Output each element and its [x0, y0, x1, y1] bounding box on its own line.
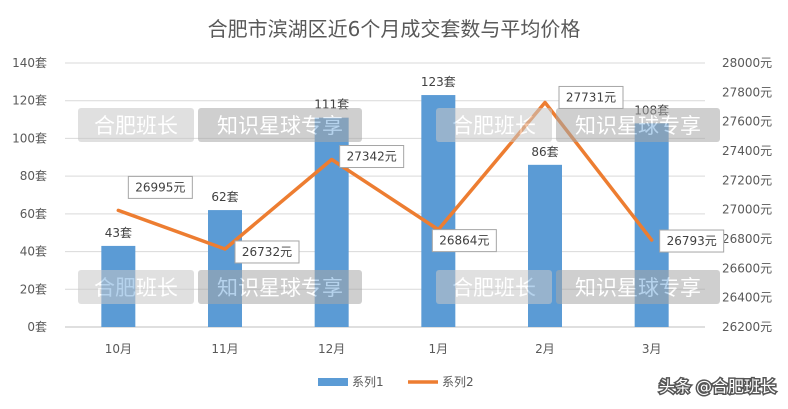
left-tick-label: 120套: [12, 94, 47, 108]
left-tick-label: 100套: [12, 131, 47, 145]
watermark-box: [198, 270, 362, 304]
bar-value-label: 62套: [211, 190, 238, 204]
watermark-box: [78, 108, 194, 142]
bar-value-label: 86套: [531, 145, 558, 159]
legend-label: 系列1: [352, 375, 384, 389]
watermark: 合肥班长 知识星球专享: [436, 108, 720, 142]
watermark-box: [436, 270, 552, 304]
watermark-box: [436, 108, 552, 142]
line-value-label: 26864元: [439, 234, 489, 248]
right-tick-label: 27000元: [722, 203, 772, 217]
right-tick-label: 27800元: [722, 85, 772, 99]
line-value-label: 26793元: [667, 234, 717, 248]
right-tick-label: 27200元: [722, 173, 772, 187]
bar: [208, 210, 242, 327]
line-label-box: [431, 229, 497, 253]
right-tick-label: 26400元: [722, 291, 772, 305]
right-tick-label: 26200元: [722, 320, 772, 334]
line-value-label: 27731元: [566, 90, 616, 104]
watermark-text: 合肥班长: [94, 114, 178, 138]
line-value-label: 26732元: [242, 245, 292, 259]
legend-label: 系列2: [442, 375, 474, 389]
line-data-labels: 26995元 26732元 27342元 26864元 27731元 26793元: [127, 85, 725, 264]
line-label-box: [659, 229, 725, 253]
left-tick-label: 0套: [27, 320, 47, 334]
x-axis: 10月 11月 12月 1月 2月 3月: [105, 342, 662, 356]
watermark-text: 合肥班长: [452, 276, 536, 300]
legend-swatch-bar: [318, 378, 348, 386]
credit-text: 头条 @合肥班长: [659, 377, 776, 396]
x-tick-label: 2月: [535, 342, 555, 356]
x-tick-label: 12月: [318, 342, 345, 356]
line-value-label: 26995元: [135, 180, 185, 194]
watermark-text: 知识星球专享: [575, 114, 701, 138]
right-tick-label: 26800元: [722, 232, 772, 246]
watermark-box: [556, 270, 720, 304]
x-tick-label: 10月: [105, 342, 132, 356]
line-label-box: [127, 175, 193, 199]
left-tick-label: 20套: [20, 282, 47, 296]
left-tick-label: 40套: [20, 245, 47, 259]
bar-value-label: 43套: [105, 226, 132, 240]
line-label-box: [339, 145, 405, 169]
x-tick-label: 3月: [642, 342, 662, 356]
watermark-text: 合肥班长: [94, 276, 178, 300]
left-tick-label: 140套: [12, 56, 47, 70]
watermark-text: 知识星球专享: [575, 276, 701, 300]
watermark-box: [556, 108, 720, 142]
x-tick-label: 1月: [429, 342, 449, 356]
left-tick-label: 80套: [20, 169, 47, 183]
right-tick-label: 27400元: [722, 144, 772, 158]
right-tick-label: 26600元: [722, 261, 772, 275]
left-axis: 0套 20套 40套 60套 80套 100套 120套 140套: [12, 56, 47, 334]
watermark-box: [78, 270, 194, 304]
left-tick-label: 60套: [20, 207, 47, 221]
watermark-box: [198, 108, 362, 142]
x-tick-label: 11月: [211, 342, 238, 356]
watermark-text: 合肥班长: [452, 114, 536, 138]
bar-value-label: 123套: [421, 75, 456, 89]
line-label-box: [234, 240, 300, 264]
right-tick-label: 27600元: [722, 115, 772, 129]
watermark: 合肥班长 知识星球专享: [78, 270, 362, 304]
watermark-text: 知识星球专享: [217, 114, 343, 138]
chart-title: 合肥市滨湖区近6个月成交套数与平均价格: [208, 17, 581, 41]
right-tick-label: 28000元: [722, 56, 772, 70]
watermark: 合肥班长 知识星球专享: [436, 270, 720, 304]
legend: 系列1 系列2: [318, 375, 474, 389]
line-value-label: 27342元: [347, 150, 397, 164]
watermark-text: 知识星球专享: [217, 276, 343, 300]
right-axis: 26200元 26400元 26600元 26800元 27000元 27200元 2740…: [722, 56, 772, 334]
watermark: 合肥班长 知识星球专享: [78, 108, 362, 142]
